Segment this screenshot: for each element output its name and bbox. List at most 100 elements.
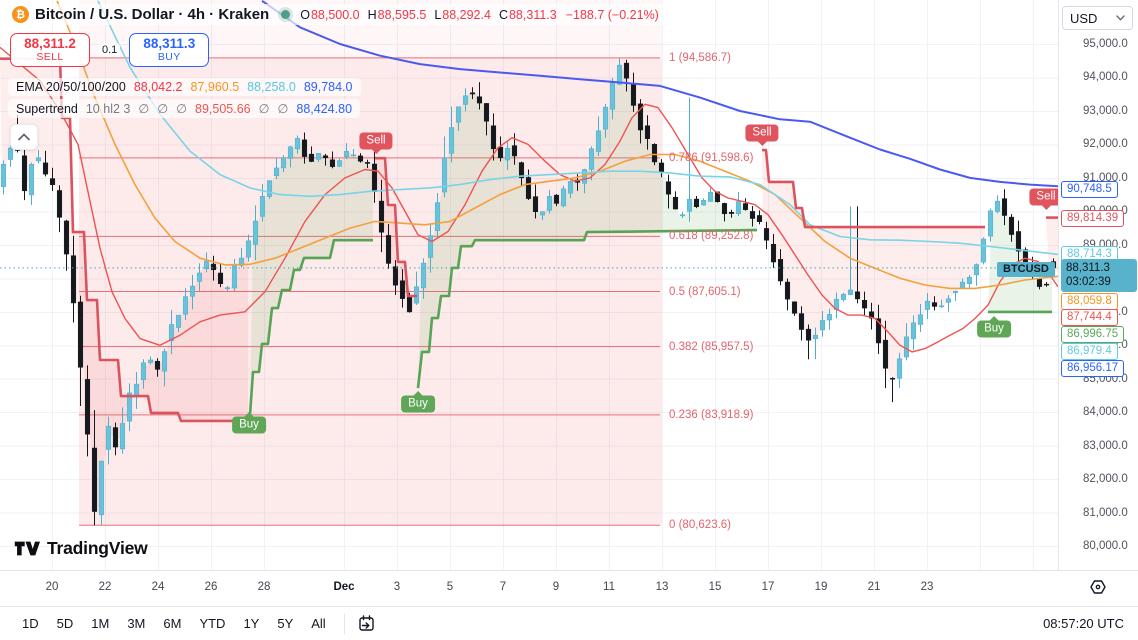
supertrend-down-line: [0, 57, 248, 423]
time-tick: 13: [655, 581, 669, 593]
signal-pill-buy: Buy: [977, 320, 1011, 338]
settings-hexagon-icon: [1090, 580, 1106, 594]
price-tick: 83,000.0: [1083, 439, 1128, 452]
go-to-date-button[interactable]: [355, 612, 378, 635]
signal-pill-sell: Sell: [359, 132, 393, 150]
price-tick: 93,000.0: [1083, 104, 1128, 117]
collapse-panel-button[interactable]: [10, 124, 38, 150]
range-button-1y[interactable]: 1Y: [235, 613, 267, 634]
range-button-ytd[interactable]: YTD: [191, 613, 233, 634]
indicator-price-label: 86,979.4: [1061, 343, 1118, 360]
fib-level-label: 0.382 (85,957.5): [669, 340, 754, 353]
time-tick: 15: [708, 581, 722, 593]
scale-settings-button[interactable]: [1086, 576, 1110, 600]
price-tick: 91,000.0: [1083, 171, 1128, 184]
signal-pill-buy: Buy: [401, 395, 435, 413]
range-button-6m[interactable]: 6M: [155, 613, 189, 634]
range-button-3m[interactable]: 3M: [119, 613, 153, 634]
signal-pill-sell: Sell: [745, 124, 779, 142]
price-tick: 80,000.0: [1083, 540, 1128, 553]
time-tick: 26: [204, 581, 218, 593]
ema-100-line: [97, 0, 1058, 256]
time-tick: 5: [446, 581, 454, 593]
signal-pill-buy: Buy: [232, 416, 266, 434]
time-tick: 28: [257, 581, 271, 593]
currency-selector[interactable]: USD: [1062, 6, 1133, 30]
symbol-title[interactable]: Bitcoin / U.S. Dollar · 4h · Kraken: [35, 6, 270, 23]
time-tick: 24: [151, 581, 165, 593]
price-tick: 82,000.0: [1083, 473, 1128, 486]
supertrend-up-line: [416, 228, 758, 389]
price-tick: 81,000.0: [1083, 506, 1128, 519]
time-tick: 11: [603, 581, 615, 593]
toolbar-divider: [343, 613, 345, 634]
price-tick: 84,000.0: [1083, 406, 1128, 419]
price-tick: 95,000.0: [1083, 38, 1128, 51]
indicator-price-label: 90,748.5: [1061, 181, 1118, 198]
time-tick: 23: [920, 581, 934, 593]
fib-level-label: 0 (80,623.6): [669, 519, 732, 532]
supertrend-down-line: [375, 156, 417, 298]
ohlc-values: O88,500.0 H88,595.5 L88,292.4 C88,311.3 …: [300, 7, 659, 22]
chart-legend-header: ₿ Bitcoin / U.S. Dollar · 4h · Kraken O8…: [8, 4, 667, 25]
supertrend-down-line: [762, 148, 985, 229]
indicator-price-label: 89,814.39: [1061, 210, 1125, 227]
order-panel: 88,311.2 SELL 0.1 88,311.3 BUY: [10, 33, 210, 67]
time-tick: 7: [499, 581, 507, 593]
price-chart-canvas[interactable]: [0, 0, 1058, 570]
time-tick: Dec: [333, 581, 355, 593]
time-tick: 9: [552, 581, 560, 593]
ema-20-line: [0, 46, 1058, 353]
ema-50-line: [56, 0, 1058, 290]
supertrend-fills: [0, 58, 1058, 516]
change-value: −188.7 (−0.21%): [565, 7, 659, 22]
fib-level-label: 0.5 (87,605.1): [669, 285, 741, 298]
time-tick: 3: [393, 581, 401, 593]
supertrend-name: Supertrend: [16, 101, 78, 116]
supertrend-up-line: [248, 238, 373, 415]
indicator-price-label: 88,714.3: [1061, 246, 1118, 263]
range-button-1m[interactable]: 1M: [83, 613, 117, 634]
bottom-toolbar: 1D 5D 1M 3M 6M YTD 1Y 5Y All 08:57:20 UTC: [0, 606, 1138, 640]
bar-countdown: 03:02:39: [1066, 276, 1111, 289]
fib-level-label: 0.786 (91,598.6): [669, 151, 754, 164]
chevron-down-icon: [1116, 15, 1125, 21]
sell-button[interactable]: 88,311.2 SELL: [10, 33, 90, 67]
time-tick: 22: [98, 581, 112, 593]
fib-level-label: 0.236 (83,918.9): [669, 408, 754, 421]
time-tick: 19: [814, 581, 828, 593]
fib-retracement: [79, 0, 662, 526]
time-tick: 20: [45, 581, 59, 593]
range-button-all[interactable]: All: [303, 613, 333, 634]
date-range-switcher: 1D 5D 1M 3M 6M YTD 1Y 5Y All: [14, 613, 334, 634]
spread-value: 0.1: [99, 43, 121, 57]
indicator-price-label: 88,059.8: [1061, 293, 1118, 310]
time-axis[interactable]: 20 22 24 26 28 Dec 3 5 7 9 11 13 15 17 19 21 23: [0, 570, 1058, 607]
timezone-clock[interactable]: 08:57:20 UTC: [1043, 616, 1124, 631]
tradingview-mark-icon: [14, 541, 40, 556]
fib-level-label: 0.618 (89,252.8): [669, 230, 754, 243]
indicator-price-label: 86,996.75: [1061, 326, 1125, 343]
current-price-label: 88,311.3 03:02:39: [1061, 259, 1137, 292]
indicator-legend-supertrend[interactable]: Supertrend 10 hl2 3 ∅ ∅ ∅ 89,505.66 ∅ ∅ …: [8, 99, 361, 118]
ema-200-line: [261, 0, 1058, 188]
candles-series: [0, 57, 1057, 526]
price-axis[interactable]: 95,000.0 94,000.0 93,000.0 92,000.0 91,000.0…: [1058, 0, 1138, 570]
price-tick: 92,000.0: [1083, 138, 1128, 151]
price-line-symbol-tag: BTCUSD: [997, 262, 1055, 277]
buy-button[interactable]: 88,311.3 BUY: [129, 33, 210, 67]
signal-pill-sell: Sell: [1029, 188, 1063, 206]
range-button-5d[interactable]: 5D: [49, 613, 82, 634]
tradingview-logo[interactable]: TradingView: [14, 538, 148, 559]
fib-level-label: 1 (94,586.7): [669, 51, 732, 64]
time-tick: 21: [867, 581, 881, 593]
market-status-icon[interactable]: [281, 10, 291, 19]
range-button-5y[interactable]: 5Y: [269, 613, 301, 634]
axis-corner: [1058, 570, 1138, 607]
indicator-price-label: 87,744.4: [1061, 309, 1118, 326]
chevron-up-icon: [18, 133, 30, 141]
indicator-legend-ema[interactable]: EMA 20/50/100/200 88,042.2 87,960.5 88,2…: [8, 78, 361, 96]
range-button-1d[interactable]: 1D: [14, 613, 47, 634]
time-tick: 17: [761, 581, 775, 593]
